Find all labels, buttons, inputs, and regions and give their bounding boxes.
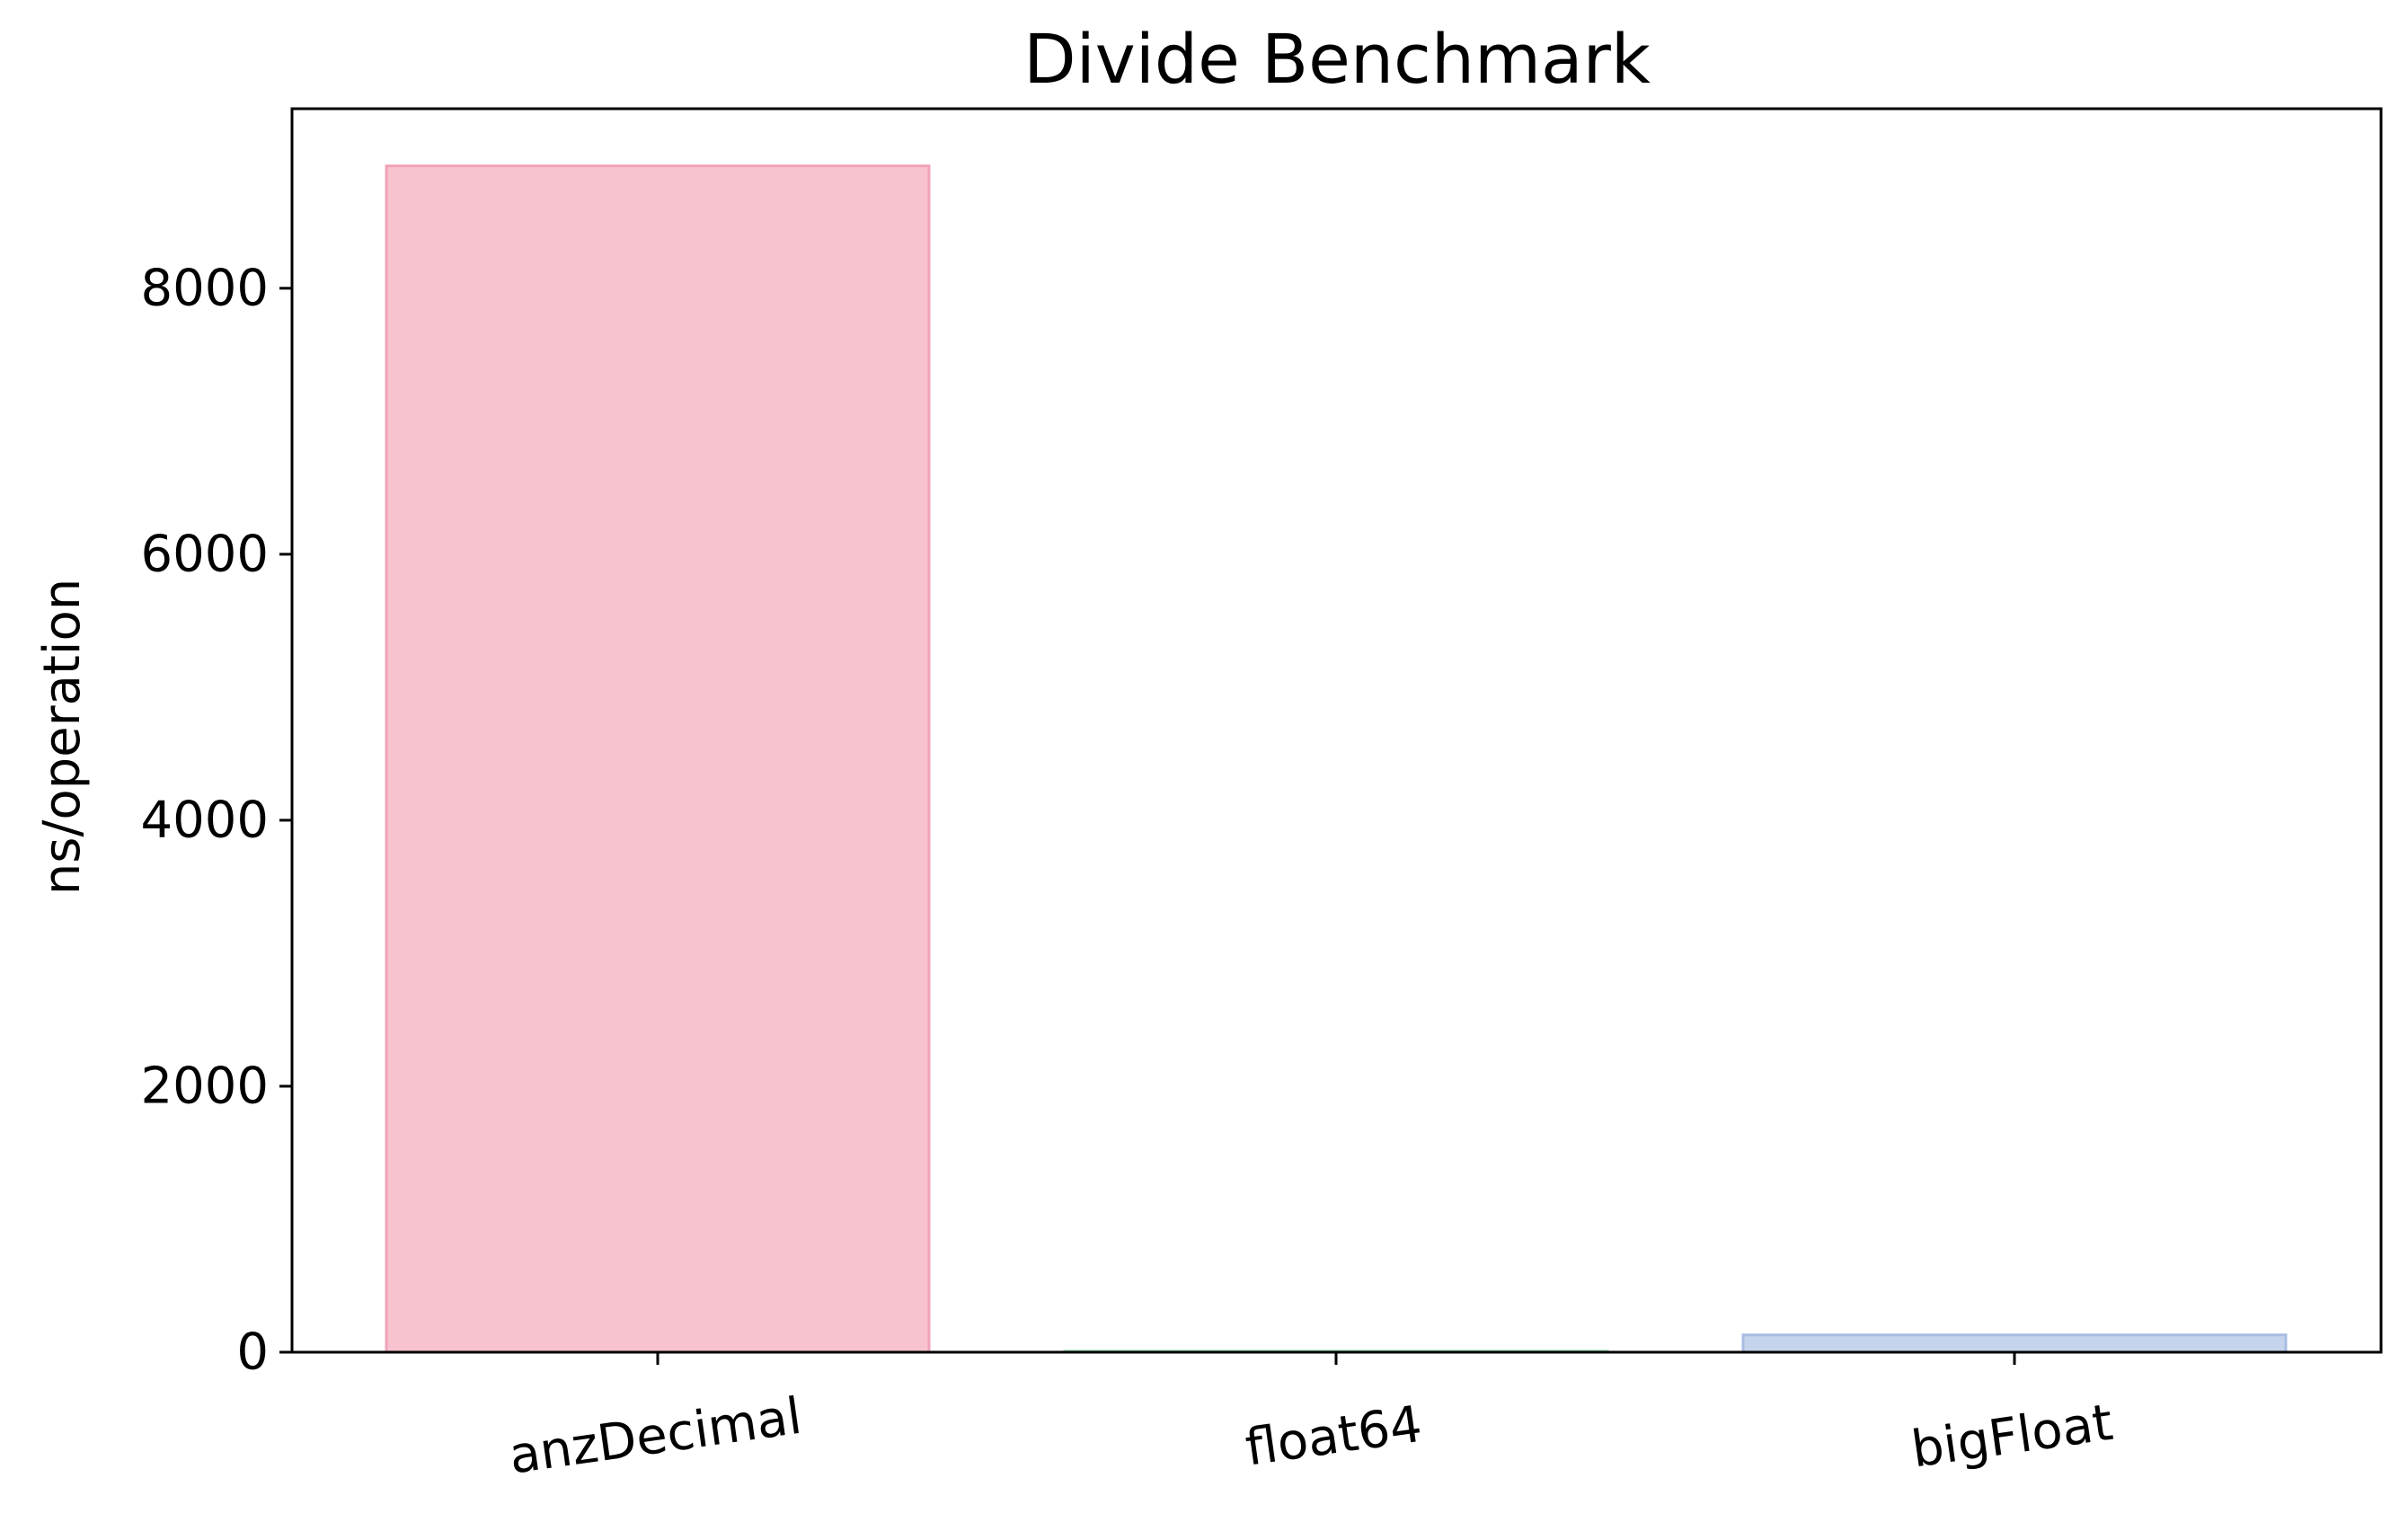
x-tick-label-float64: float64 [1242, 1395, 1425, 1478]
y-tick-label-2000: 2000 [140, 1057, 269, 1115]
bar-bigFloat [1741, 1333, 2288, 1354]
x-axis: anzDecimal float64 bigFloat [506, 1352, 2117, 1486]
y-tick-label-0: 0 [236, 1323, 269, 1382]
x-tick-label-anzDecimal: anzDecimal [506, 1387, 805, 1486]
y-tick-label-6000: 6000 [140, 525, 269, 583]
y-axis-label: ns/operation [33, 579, 92, 895]
bar-anzDecimal [385, 164, 931, 1354]
x-tick-label-bigFloat: bigFloat [1908, 1394, 2117, 1480]
y-tick-label-8000: 8000 [140, 259, 269, 317]
bars-group [385, 164, 2288, 1354]
y-axis: 0 2000 4000 6000 8000 [140, 259, 292, 1382]
chart-title: Divide Benchmark [1023, 19, 1651, 99]
plot-frame [290, 107, 2383, 1354]
y-tick-label-4000: 4000 [140, 791, 269, 849]
